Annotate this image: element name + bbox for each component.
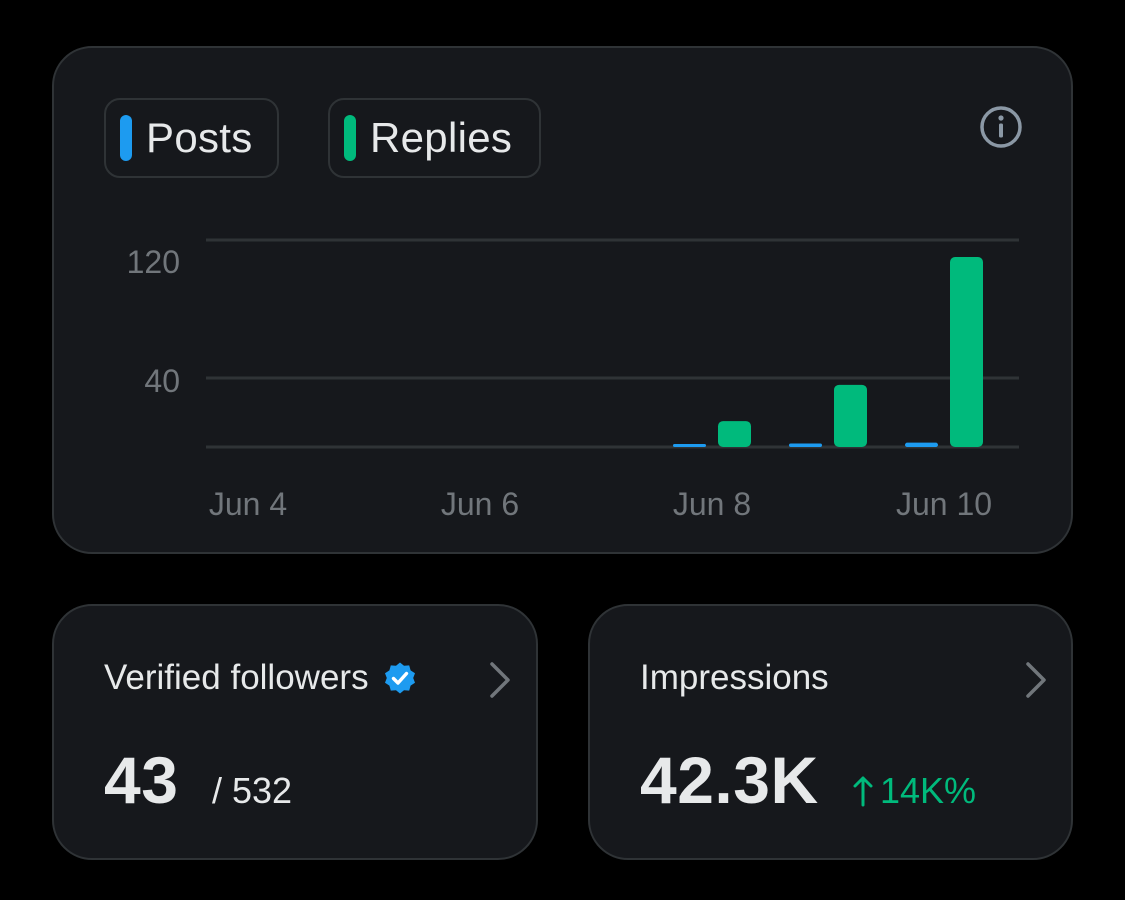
impressions-delta-value: 14K% bbox=[880, 770, 977, 811]
engagement-chart-card: Posts Replies 120 40 Jun 4 Jun 6 Jun 8 Jun 1… bbox=[52, 46, 1073, 554]
posts-bar[interactable] bbox=[905, 442, 938, 447]
x-tick-label: Jun 10 bbox=[896, 486, 992, 522]
verified-badge-icon bbox=[384, 662, 415, 694]
verified-followers-count: 43 bbox=[104, 743, 179, 817]
verified-followers-title: Verified followers bbox=[104, 658, 417, 698]
posts-bar[interactable] bbox=[789, 443, 822, 447]
y-tick-label: 40 bbox=[144, 363, 180, 399]
chevron-right-icon[interactable] bbox=[488, 660, 512, 700]
replies-bar[interactable] bbox=[834, 384, 867, 447]
impressions-delta: 14K% bbox=[852, 770, 976, 812]
posts-bar[interactable] bbox=[673, 444, 706, 447]
impressions-count: 42.3K bbox=[640, 743, 819, 817]
verified-followers-label: Verified followers bbox=[104, 658, 369, 697]
chevron-right-icon[interactable] bbox=[1024, 660, 1048, 700]
legend-label-replies: Replies bbox=[370, 114, 513, 161]
replies-bar[interactable] bbox=[718, 421, 751, 447]
info-icon[interactable] bbox=[978, 104, 1024, 150]
posts-swatch bbox=[120, 115, 132, 161]
verified-followers-card[interactable]: Verified followers 43 / 532 bbox=[52, 604, 538, 860]
y-tick-label: 120 bbox=[127, 244, 180, 280]
legend-chip-replies[interactable]: Replies bbox=[328, 98, 541, 178]
x-tick-label: Jun 4 bbox=[209, 486, 287, 522]
x-tick-label: Jun 8 bbox=[673, 486, 751, 522]
x-tick-label: Jun 6 bbox=[441, 486, 519, 522]
replies-swatch bbox=[344, 115, 356, 161]
bar-chart: 120 40 Jun 4 Jun 6 Jun 8 Jun 10 bbox=[127, 238, 1019, 522]
impressions-label: Impressions bbox=[640, 658, 829, 697]
legend-label-posts: Posts bbox=[146, 114, 253, 161]
legend-chip-posts[interactable]: Posts bbox=[104, 98, 279, 178]
total-followers-count: / 532 bbox=[212, 770, 293, 811]
impressions-title: Impressions bbox=[640, 658, 829, 698]
replies-bar[interactable] bbox=[950, 257, 983, 447]
arrow-up-icon bbox=[853, 776, 873, 807]
impressions-card[interactable]: Impressions 42.3K 14K% bbox=[588, 604, 1073, 860]
